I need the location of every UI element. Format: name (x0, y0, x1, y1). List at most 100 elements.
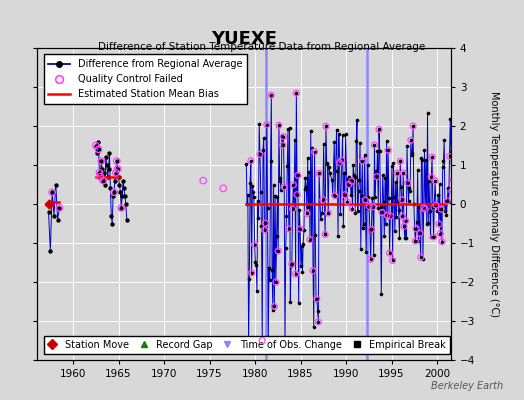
Point (315, 170, 323, 177)
Point (449, 177, 457, 183)
Point (110, 189, 118, 196)
Point (92, 142, 100, 149)
Point (445, 153, 454, 160)
Point (274, 248, 282, 254)
Point (45, 201, 53, 207)
Y-axis label: Monthly Temperature Anomaly Difference (°C): Monthly Temperature Anomaly Difference (… (489, 91, 499, 317)
Point (438, 238, 446, 245)
Point (314, 319, 323, 325)
Point (199, 178, 208, 184)
Point (403, 180, 412, 186)
Point (366, 256, 375, 262)
Point (361, 197, 369, 203)
Point (367, 226, 376, 233)
Point (289, 182, 298, 188)
Point (451, 136, 459, 142)
Point (292, 90, 301, 96)
Point (386, 250, 394, 256)
Point (407, 137, 415, 144)
Point (411, 238, 420, 244)
Point (420, 204, 428, 211)
Point (324, 210, 332, 216)
Point (435, 221, 443, 227)
Point (112, 170, 120, 176)
Point (370, 142, 379, 148)
Legend: Station Move, Record Gap, Time of Obs. Change, Empirical Break: Station Move, Record Gap, Time of Obs. C… (43, 336, 450, 354)
Point (260, 227, 269, 233)
Point (400, 223, 408, 230)
Point (293, 192, 301, 198)
Point (256, 151, 264, 158)
Point (437, 206, 445, 212)
Point (291, 271, 300, 277)
Point (288, 261, 296, 267)
Point (344, 181, 353, 188)
Text: Difference of Station Temperature Data from Regional Average: Difference of Station Temperature Data f… (99, 42, 425, 52)
Point (421, 206, 430, 212)
Point (261, 220, 269, 226)
Point (48, 189, 57, 196)
Point (393, 170, 401, 176)
Point (365, 203, 373, 210)
Point (293, 172, 302, 178)
Point (386, 213, 395, 219)
Point (288, 206, 297, 212)
Point (296, 226, 304, 232)
Point (97, 158, 105, 164)
Point (347, 178, 356, 184)
Point (388, 257, 397, 264)
Point (114, 166, 122, 172)
Point (95, 170, 104, 176)
Point (303, 210, 311, 217)
Point (398, 213, 407, 219)
Point (285, 225, 293, 232)
Point (247, 158, 255, 164)
Point (341, 192, 349, 198)
Point (219, 185, 227, 192)
Point (310, 148, 319, 155)
Point (409, 123, 417, 129)
Point (117, 205, 125, 211)
Point (396, 158, 405, 165)
Point (417, 254, 425, 261)
Point (348, 205, 357, 212)
Point (113, 158, 121, 164)
Point (383, 212, 391, 218)
Point (309, 268, 317, 274)
Point (270, 303, 279, 310)
Point (358, 158, 366, 164)
Point (280, 184, 288, 190)
Point (271, 279, 280, 285)
Point (331, 192, 339, 199)
Point (313, 295, 321, 302)
Point (412, 226, 420, 232)
Point (375, 126, 383, 133)
Point (55, 205, 63, 211)
Point (99, 178, 107, 184)
Point (443, 198, 451, 204)
Point (401, 218, 410, 224)
Point (436, 230, 444, 237)
Point (447, 188, 456, 194)
Point (378, 209, 386, 216)
Point (279, 134, 288, 140)
Title: YUEXE: YUEXE (211, 30, 277, 48)
Point (335, 160, 344, 166)
Point (319, 196, 327, 203)
Point (96, 174, 105, 180)
Point (432, 202, 440, 208)
Point (321, 231, 330, 238)
Point (398, 197, 406, 203)
Point (275, 122, 283, 128)
Point (247, 270, 256, 276)
Point (94, 146, 103, 153)
Point (343, 198, 351, 205)
Point (279, 142, 287, 148)
Point (250, 241, 259, 248)
Point (306, 236, 314, 243)
Point (258, 337, 266, 344)
Point (427, 174, 435, 180)
Point (429, 234, 438, 240)
Point (399, 170, 408, 176)
Point (431, 178, 439, 184)
